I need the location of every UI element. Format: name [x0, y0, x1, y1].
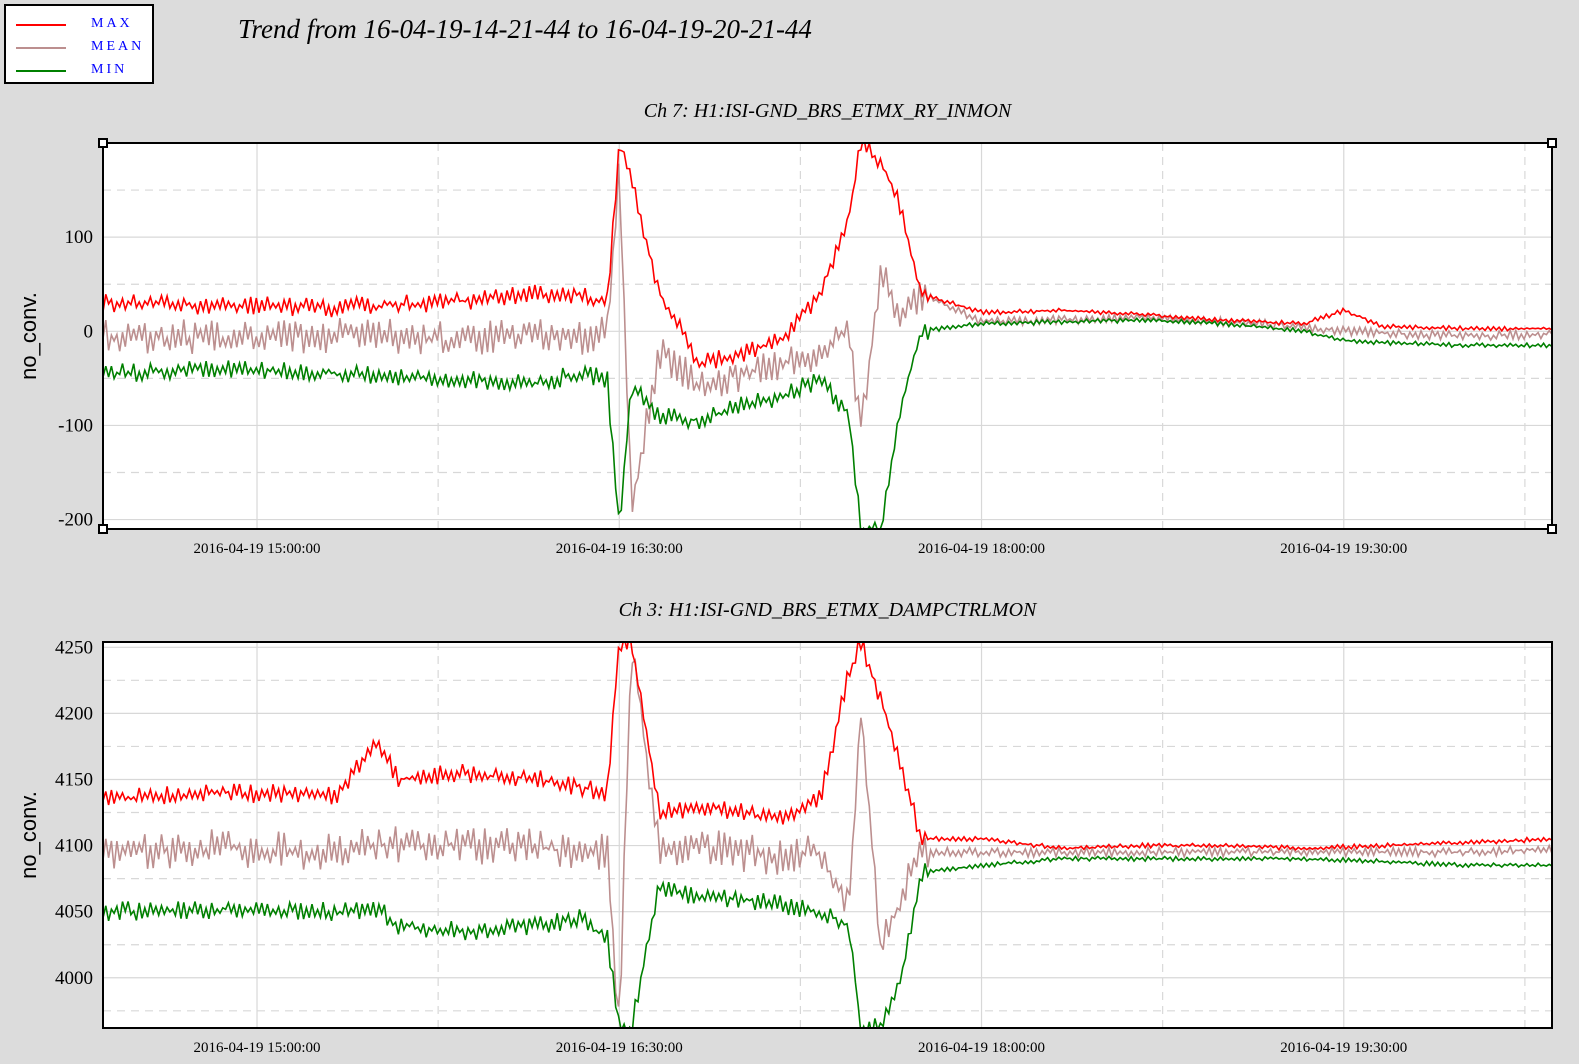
y-tick-label: 4000: [55, 968, 93, 989]
series-line-mean: [103, 163, 1552, 512]
legend-item-min: MIN: [16, 60, 151, 80]
y-tick-label: 4250: [55, 637, 93, 658]
trend-title: Trend from 16-04-19-14-21-44 to 16-04-19…: [238, 14, 812, 44]
corner-handle: [1547, 138, 1557, 148]
legend-swatch-mean: [16, 47, 66, 49]
legend-swatch-max: [16, 24, 66, 26]
plot-frame: [102, 641, 1553, 1029]
series-group: [103, 143, 1552, 529]
plot-area: [103, 642, 1552, 1028]
x-tick-label: 2016-04-19 16:30:00: [556, 541, 683, 557]
y-axis-label: no_conv.: [16, 292, 41, 380]
legend-label-mean: MEAN: [91, 39, 145, 54]
plot-area: [103, 143, 1552, 529]
legend-label-min: MIN: [91, 62, 128, 77]
y-tick-label: -200: [58, 510, 93, 531]
corner-handle: [98, 524, 108, 534]
x-tick-label: 2016-04-19 18:00:00: [918, 1040, 1045, 1056]
series-line-min: [103, 855, 1552, 1028]
x-tick-label: 2016-04-19 15:00:00: [193, 1040, 320, 1056]
y-axis-label: no_conv.: [16, 791, 41, 879]
chart-title: Ch 7: H1:ISI-GND_BRS_ETMX_RY_INMON: [644, 100, 1013, 122]
y-tick-label: 4200: [55, 703, 93, 724]
y-tick-label: 4050: [55, 902, 93, 923]
series-line-mean: [103, 657, 1552, 1007]
series-line-min: [103, 317, 1552, 529]
legend-label-max: MAX: [91, 16, 133, 31]
y-tick-label: 100: [65, 227, 94, 248]
chart-panel-1: Ch 3: H1:ISI-GND_BRS_ETMX_DAMPCTRLMON 425…: [16, 599, 1553, 1056]
y-tick-label: 4150: [55, 769, 93, 790]
legend-swatch-min: [16, 70, 66, 72]
corner-handle: [1547, 524, 1557, 534]
legend-item-max: MAX: [16, 14, 151, 34]
legend-item-mean: MEAN: [16, 37, 151, 57]
x-tick-label: 2016-04-19 18:00:00: [918, 541, 1045, 557]
series-line-max: [103, 642, 1552, 852]
chart-title: Ch 3: H1:ISI-GND_BRS_ETMX_DAMPCTRLMON: [619, 599, 1038, 621]
series-group: [103, 642, 1552, 1028]
x-tick-label: 2016-04-19 19:30:00: [1280, 541, 1407, 557]
series-line-max: [103, 143, 1552, 369]
chart-panel-0: Ch 7: H1:ISI-GND_BRS_ETMX_RY_INMON 100 0 -1…: [16, 100, 1557, 557]
corner-handle: [98, 138, 108, 148]
y-tick-label: 0: [84, 321, 94, 342]
x-tick-label: 2016-04-19 15:00:00: [193, 541, 320, 557]
y-tick-label: -100: [58, 415, 93, 436]
x-tick-label: 2016-04-19 19:30:00: [1280, 1040, 1407, 1056]
x-tick-label: 2016-04-19 16:30:00: [556, 1040, 683, 1056]
plot-frame: [102, 142, 1553, 530]
legend-box: MAX MEAN MIN: [4, 4, 154, 84]
y-tick-label: 4100: [55, 836, 93, 857]
